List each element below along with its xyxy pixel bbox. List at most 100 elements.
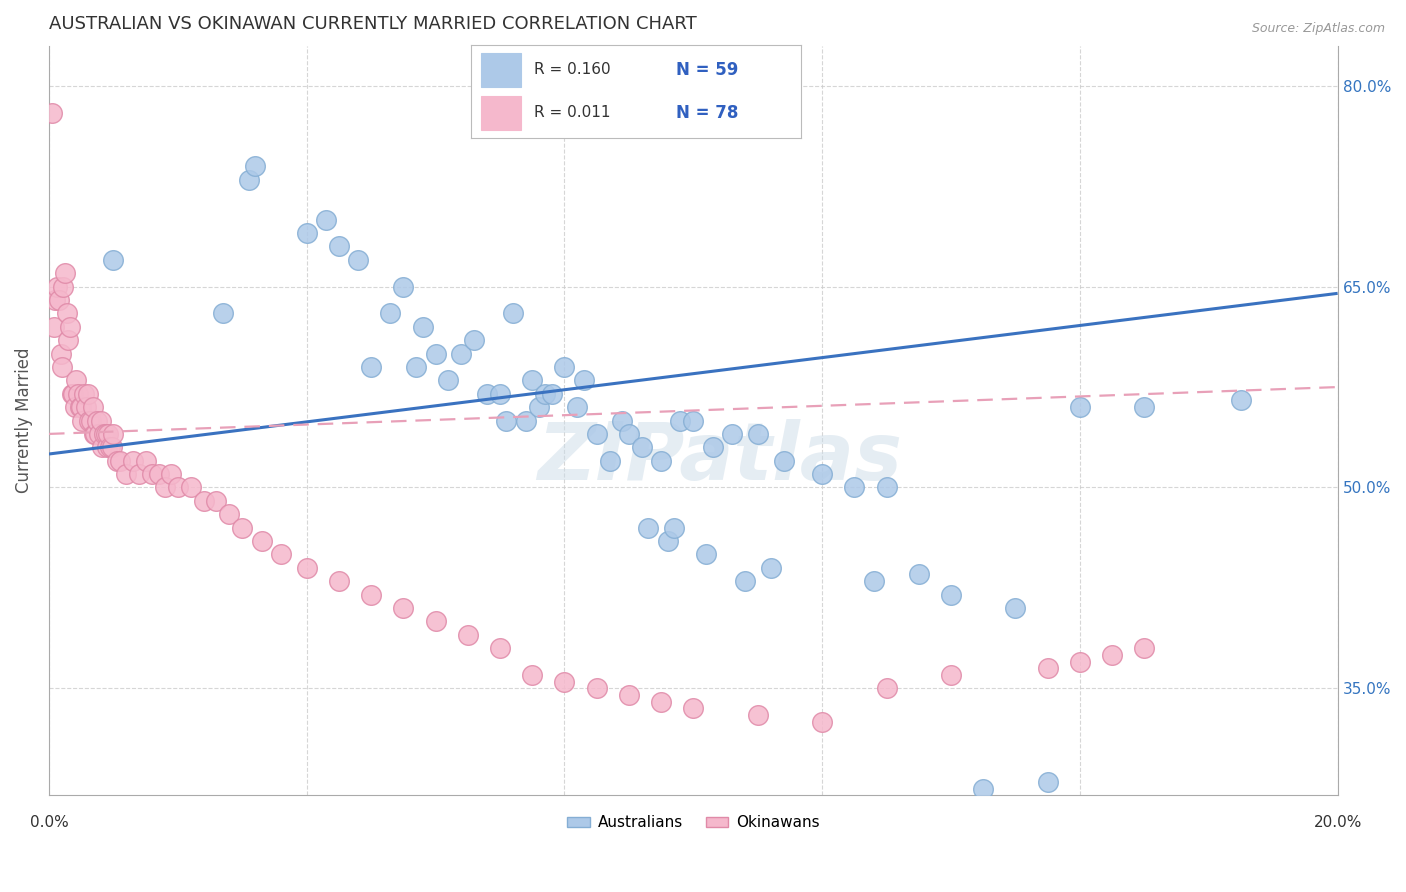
Point: [425, 346, 447, 360]
Point: [60, 386, 83, 401]
Point: [103, 252, 125, 267]
Point: [1004, 601, 1026, 615]
Point: [617, 688, 640, 702]
Point: [193, 494, 215, 508]
Point: [69, 400, 91, 414]
Point: [89, 426, 111, 441]
Point: [205, 494, 228, 508]
Point: [515, 413, 537, 427]
Point: [360, 359, 382, 374]
Point: [522, 668, 544, 682]
Text: N = 78: N = 78: [676, 104, 738, 122]
Text: R = 0.160: R = 0.160: [534, 62, 610, 78]
Point: [489, 386, 512, 401]
Point: [250, 534, 273, 549]
Point: [148, 467, 170, 481]
Point: [425, 615, 447, 629]
Point: [908, 567, 931, 582]
Point: [380, 306, 402, 320]
Point: [128, 467, 150, 481]
Point: [103, 426, 125, 441]
Point: [360, 588, 382, 602]
Point: [101, 440, 124, 454]
Point: [49, 346, 72, 360]
Point: [72, 413, 94, 427]
Point: [876, 480, 898, 494]
Point: [876, 681, 898, 696]
Point: [328, 574, 350, 589]
Point: [231, 521, 253, 535]
Point: [347, 252, 370, 267]
Point: [73, 386, 96, 401]
Point: [115, 467, 138, 481]
Point: [93, 426, 115, 441]
Text: 20.0%: 20.0%: [1313, 815, 1362, 830]
Point: [612, 413, 634, 427]
Text: 0.0%: 0.0%: [30, 815, 69, 830]
Point: [48, 293, 70, 307]
Point: [58, 333, 80, 347]
Point: [522, 373, 544, 387]
Point: [1230, 393, 1253, 408]
Point: [585, 426, 607, 441]
Bar: [481, 96, 520, 130]
Point: [295, 226, 318, 240]
Point: [650, 453, 672, 467]
Point: [495, 413, 517, 427]
Point: [1069, 655, 1091, 669]
Point: [553, 674, 575, 689]
Point: [86, 413, 108, 427]
Point: [89, 413, 111, 427]
Point: [489, 641, 512, 656]
Point: [630, 440, 652, 454]
Point: [405, 359, 427, 374]
Point: [540, 386, 562, 401]
Point: [702, 440, 724, 454]
Point: [1133, 641, 1156, 656]
Point: [295, 561, 318, 575]
Point: [747, 708, 769, 723]
Point: [585, 681, 607, 696]
Point: [747, 426, 769, 441]
Point: [772, 453, 794, 467]
Point: [328, 239, 350, 253]
Point: [108, 453, 131, 467]
Point: [166, 480, 188, 494]
Point: [218, 508, 240, 522]
Point: [62, 386, 84, 401]
Point: [650, 695, 672, 709]
Point: [502, 306, 524, 320]
Text: ZIPatlas: ZIPatlas: [537, 419, 901, 497]
Point: [939, 668, 962, 682]
Point: [44, 293, 66, 307]
Point: [121, 453, 143, 467]
Point: [392, 601, 415, 615]
Point: [695, 548, 717, 562]
Point: [572, 373, 595, 387]
Point: [862, 574, 884, 589]
Point: [457, 628, 479, 642]
Point: [42, 319, 65, 334]
Point: [52, 279, 75, 293]
Point: [599, 453, 621, 467]
Point: [811, 714, 834, 729]
Point: [527, 400, 550, 414]
Point: [450, 346, 472, 360]
Point: [437, 373, 460, 387]
Point: [41, 105, 63, 120]
Point: [463, 333, 485, 347]
Point: [617, 426, 640, 441]
Point: [70, 400, 93, 414]
Point: [58, 319, 80, 334]
Point: [972, 781, 994, 796]
Point: [153, 480, 176, 494]
Point: [475, 386, 498, 401]
Point: [682, 701, 704, 715]
Point: [141, 467, 163, 481]
Point: [84, 426, 107, 441]
Point: [721, 426, 744, 441]
Point: [1036, 775, 1059, 789]
Text: AUSTRALIAN VS OKINAWAN CURRENTLY MARRIED CORRELATION CHART: AUSTRALIAN VS OKINAWAN CURRENTLY MARRIED…: [49, 15, 697, 33]
Point: [811, 467, 834, 481]
Point: [1101, 648, 1123, 662]
